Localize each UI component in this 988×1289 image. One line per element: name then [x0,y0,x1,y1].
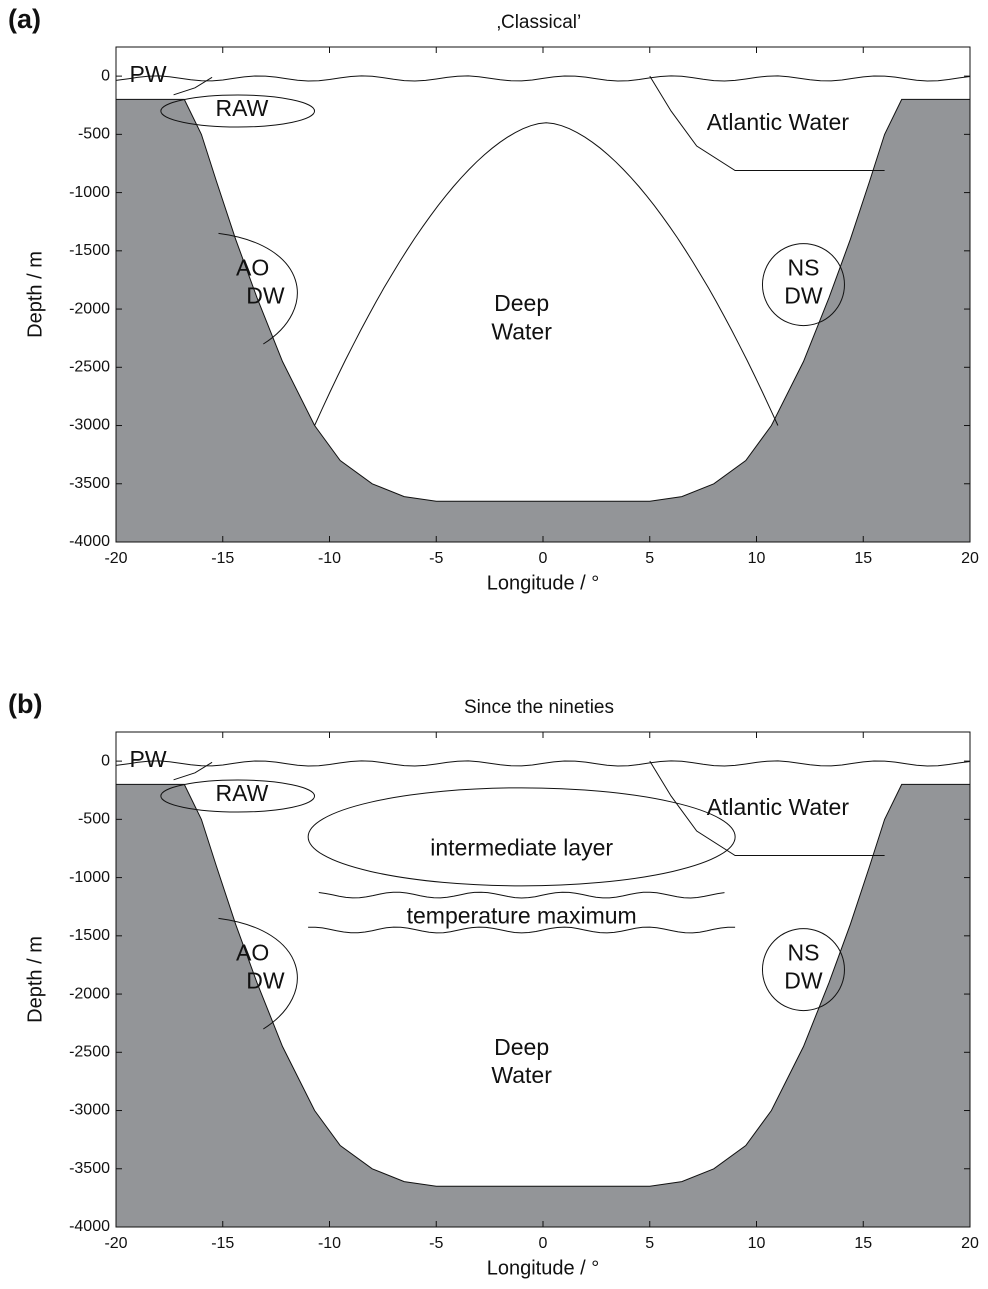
water-mass-label: Deep [494,1034,549,1060]
x-tick-label: 5 [645,550,654,567]
water-mass-label: RAW [216,780,269,806]
intermediate-layer [307,787,736,887]
y-tick-label: -500 [78,126,110,143]
y-tick-label: -4000 [69,1218,110,1235]
x-tick-label: 20 [961,550,979,567]
x-tick-label: -15 [211,550,234,567]
x-tick-label: -5 [429,1235,443,1252]
water-mass-label: NS [787,255,819,281]
atlantic-boundary [649,760,885,856]
nsdw-outline [761,243,845,327]
panel-title: ‚Classical’ [497,12,581,33]
y-tick-label: -1000 [69,184,110,201]
aodw-outline [218,232,298,345]
x-tick-label: 0 [539,1235,548,1252]
seafloor [115,98,971,543]
x-tick-label: 15 [854,550,872,567]
y-tick-label: -1500 [69,927,110,944]
atlantic-boundary [649,75,885,171]
temperature-maximum-boundary [318,891,725,899]
y-axis-label: Depth / m [24,936,46,1023]
water-mass-label: Water [491,319,552,345]
panel-label: (a) [8,4,41,34]
x-tick-label: -10 [318,1235,341,1252]
water-mass-label: PW [129,746,166,772]
water-mass-label: DW [246,282,285,308]
temperature-maximum-boundary [308,926,736,934]
aodw-outline [218,917,298,1030]
x-tick-label: 10 [748,550,766,567]
x-tick-label: 0 [539,550,548,567]
y-tick-label: -3000 [69,417,110,434]
y-tick-label: -2000 [69,300,110,317]
y-tick-label: -500 [78,811,110,828]
x-axis-label: Longitude / ° [487,572,600,594]
nsdw-outline [761,928,845,1012]
x-tick-label: 5 [645,1235,654,1252]
water-mass-label: PW [129,61,166,87]
y-tick-label: -1500 [69,242,110,259]
x-tick-label: -5 [429,550,443,567]
water-mass-label: NS [787,940,819,966]
sea-surface [115,75,971,82]
water-mass-label: Water [491,1062,552,1088]
water-mass-label: DW [784,282,823,308]
panel-title: Since the nineties [464,697,614,718]
x-tick-label: -10 [318,550,341,567]
y-tick-label: -2500 [69,1044,110,1061]
y-tick-label: -1000 [69,869,110,886]
x-tick-label: -20 [104,550,127,567]
water-mass-label: Atlantic Water [707,109,850,135]
water-mass-label: AO [236,940,269,966]
x-tick-label: -20 [104,1235,127,1252]
deep-water-dome [314,122,779,426]
x-tick-label: 20 [961,1235,979,1252]
y-axis-label: Depth / m [24,251,46,338]
raw-outline [160,779,316,813]
pw-boundary [173,76,213,96]
y-tick-label: -3000 [69,1102,110,1119]
water-mass-label: Atlantic Water [707,794,850,820]
raw-outline [160,94,316,128]
water-mass-label: intermediate layer [430,835,613,861]
water-mass-label: RAW [216,95,269,121]
y-tick-label: -2500 [69,359,110,376]
sea-surface [115,760,971,767]
x-tick-label: 15 [854,1235,872,1252]
y-tick-label: -4000 [69,533,110,550]
x-axis-label: Longitude / ° [487,1257,600,1279]
y-tick-label: -3500 [69,475,110,492]
y-tick-label: 0 [101,752,110,769]
x-tick-label: 10 [748,1235,766,1252]
pw-boundary [173,761,213,781]
y-tick-label: -2000 [69,985,110,1002]
y-tick-label: 0 [101,67,110,84]
water-mass-label: temperature maximum [407,902,637,928]
panel-label: (b) [8,689,42,719]
water-mass-label: Deep [494,290,549,316]
water-mass-label: AO [236,255,269,281]
seafloor [115,783,971,1228]
water-mass-label: DW [784,967,823,993]
water-mass-label: DW [246,967,285,993]
y-tick-label: -3500 [69,1160,110,1177]
x-tick-label: -15 [211,1235,234,1252]
